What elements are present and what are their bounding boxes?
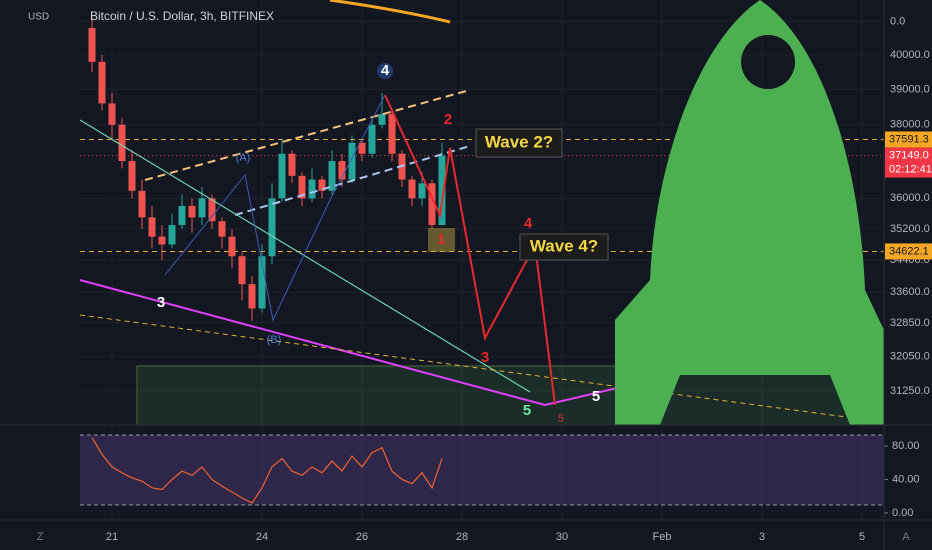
label-circle <box>377 63 393 79</box>
candle-body <box>108 103 116 125</box>
price-tag <box>885 131 932 148</box>
y-tick-label: 80.00 <box>892 440 920 452</box>
candle-body <box>148 217 156 237</box>
wave-box <box>475 128 563 158</box>
wave-box-label: Wave 2? <box>485 132 553 151</box>
wave-box <box>519 233 609 261</box>
candle-body <box>388 114 396 154</box>
chart-title: Bitcoin / U.S. Dollar, 3h, BITFINEX <box>90 9 274 23</box>
price-tag-label: 37149.0 <box>889 149 929 161</box>
candle-body <box>248 284 256 309</box>
wave-label: 5 <box>592 388 600 405</box>
abc-lines <box>164 94 386 322</box>
x-tick-label: 30 <box>556 531 568 543</box>
wave-label: 3 <box>481 349 489 366</box>
candle-body <box>98 61 106 104</box>
price-tags: 37591.3 34622.1 37149.0 02:12:41 <box>885 131 932 260</box>
wave-label: 3 <box>157 294 165 311</box>
candle-body <box>88 28 96 62</box>
candle-body <box>348 142 356 180</box>
y-tick-label: 0.00 <box>892 507 913 519</box>
y-tick-label: 39000.0 <box>890 83 930 95</box>
lower-trend <box>79 314 885 423</box>
price-tag <box>885 243 932 260</box>
y-tick-label: 40.00 <box>892 473 920 485</box>
y-tick-label: 32050.0 <box>890 350 930 362</box>
x-tick-label: 5 <box>859 531 865 543</box>
wave-projection <box>384 94 556 406</box>
y-tick-label: 31250.0 <box>890 385 930 397</box>
rocket <box>615 0 884 425</box>
x-tick-label: Feb <box>653 531 672 543</box>
rsi-band <box>80 435 884 505</box>
candle-body <box>378 114 386 125</box>
candles <box>88 14 446 321</box>
candle-body <box>188 205 196 218</box>
wave-label: 2 <box>444 111 452 128</box>
candle-body <box>328 161 336 191</box>
candle-body <box>438 155 446 226</box>
wave-label: 4 <box>524 215 533 232</box>
x-tick-label: 21 <box>106 531 118 543</box>
candle-body <box>168 225 176 245</box>
price-tag-label: 34622.1 <box>889 245 929 257</box>
support-line <box>79 279 631 407</box>
wave-label: 4 <box>381 62 390 79</box>
y-tick-label: 35200.0 <box>890 223 930 235</box>
ma-line <box>329 0 451 24</box>
candle-body <box>368 124 376 154</box>
candle-body <box>138 190 146 218</box>
candle-body <box>128 161 136 191</box>
x-tick-label: 28 <box>456 531 468 543</box>
price-tag-label: 37591.3 <box>889 133 929 145</box>
candle-body <box>268 198 276 257</box>
rsi-line <box>91 437 443 504</box>
candle-body <box>338 161 346 180</box>
trend-line <box>79 119 531 393</box>
price-tag <box>885 147 932 178</box>
candle-body <box>318 179 326 191</box>
x-tick-label: 3 <box>759 531 765 543</box>
wave-box-label: Wave 4? <box>530 236 598 255</box>
auto-button[interactable]: A <box>902 531 910 543</box>
candle-body <box>158 236 166 245</box>
x-tick-label: 26 <box>356 531 368 543</box>
y-tick-label: 36000.0 <box>890 192 930 204</box>
box-1 <box>428 228 455 252</box>
candle-body <box>288 153 296 176</box>
candle-body <box>228 236 236 257</box>
y-tick-label: 33600.0 <box>890 286 930 298</box>
x-tick-label: 24 <box>256 531 268 543</box>
candle-body <box>208 198 216 222</box>
y-tick-label: 38000.0 <box>890 119 930 131</box>
wave-label: 5 <box>558 413 564 425</box>
wave-label: 1 <box>437 231 445 248</box>
y-tick-label: 0.0 <box>890 15 905 27</box>
candle-body <box>238 256 246 285</box>
channel-top <box>144 89 471 181</box>
wave-label: 5 <box>523 402 531 419</box>
candle-body <box>418 183 426 199</box>
zoom-button[interactable]: Z <box>37 531 44 543</box>
candle-body <box>218 221 226 237</box>
countdown: 02:12:41 <box>889 163 932 175</box>
channel-bottom <box>234 145 471 216</box>
y-tick-label: 32850.0 <box>890 317 930 329</box>
y-tick-label: 40000.0 <box>890 49 930 61</box>
candle-body <box>428 183 436 226</box>
candle-body <box>278 153 286 199</box>
candle-body <box>258 256 266 309</box>
wave-label: (A) <box>236 152 251 164</box>
candle-body <box>358 142 366 154</box>
candle-body <box>408 179 416 199</box>
candle-body <box>118 124 126 162</box>
candle-body <box>308 179 316 199</box>
currency: USD <box>28 12 49 23</box>
candle-body <box>298 175 306 199</box>
candle-body <box>178 205 186 226</box>
wave-label: (B) <box>267 334 282 346</box>
candle-body <box>198 198 206 218</box>
